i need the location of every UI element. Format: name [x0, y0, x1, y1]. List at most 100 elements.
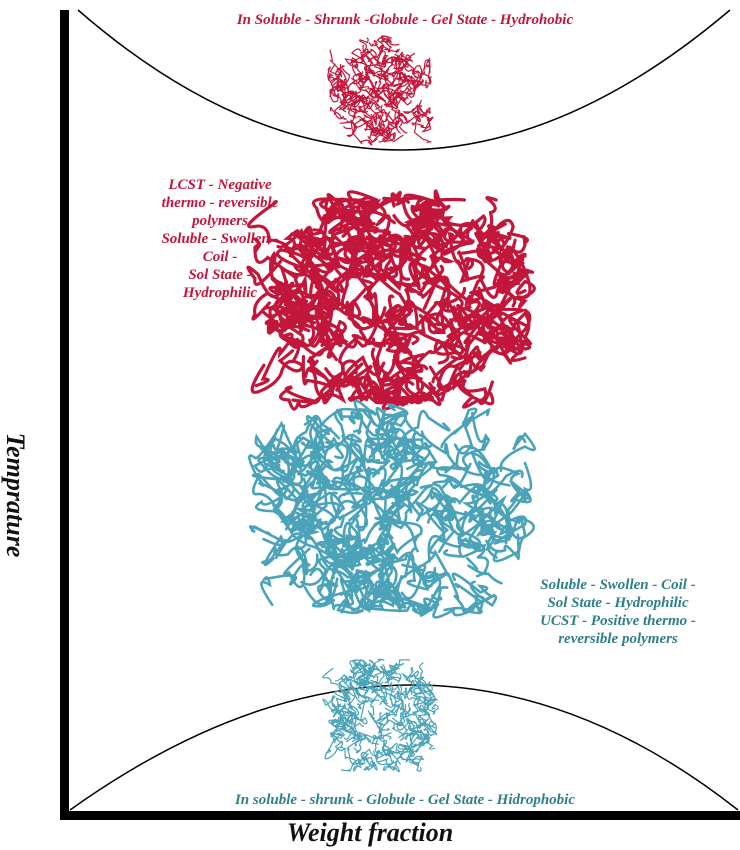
polymer-strand: [331, 80, 343, 92]
polymer-strand: [376, 45, 384, 65]
polymer-strand: [361, 247, 396, 282]
lcst-state-label: LCST - Negative thermo - reversible poly…: [150, 176, 290, 302]
polymer-strand: [476, 506, 503, 551]
polymer-strand: [340, 242, 362, 318]
polymer-strand: [393, 686, 407, 712]
polymer-strand: [411, 80, 430, 92]
coil-swollen-blue: [248, 399, 536, 619]
polymer-strand: [364, 120, 373, 131]
polymer-strand: [324, 742, 346, 760]
polymer-strand: [377, 719, 399, 727]
polymer-strand: [319, 408, 344, 452]
polymer-strand: [380, 105, 408, 134]
polymer-strand: [423, 722, 438, 736]
polymer-strand: [334, 83, 346, 90]
polymer-strand: [325, 728, 345, 754]
ucst-line: UCST - Positive thermo -: [540, 613, 696, 629]
polymer-strand: [424, 698, 438, 713]
polymer-strand: [386, 92, 408, 108]
polymer-strand: [250, 349, 305, 394]
polymer-strand: [322, 375, 358, 405]
polymer-strand: [485, 461, 533, 559]
polymer-strand: [425, 687, 436, 701]
polymer-strand: [410, 226, 455, 269]
polymer-strand: [418, 704, 430, 717]
polymer-strand: [446, 572, 498, 615]
polymer-strand: [247, 201, 289, 247]
polymer-strand: [384, 476, 421, 514]
polymer-strand: [393, 54, 412, 70]
polymer-strand: [399, 743, 415, 764]
polymer-strand: [425, 76, 432, 86]
polymer-strand: [308, 274, 341, 304]
polymer-strand: [427, 494, 457, 563]
polymer-strand: [378, 709, 394, 733]
polymer-strand: [363, 663, 376, 680]
polymer-strand: [358, 596, 402, 614]
polymer-strand: [371, 459, 391, 496]
polymer-strand: [340, 101, 357, 112]
polymer-strand: [293, 532, 319, 574]
polymer-strand: [375, 403, 409, 435]
polymer-strand: [412, 707, 431, 718]
y-axis-line: [60, 10, 69, 818]
polymer-strand: [422, 570, 442, 592]
polymer-strand: [413, 123, 432, 143]
polymer-strand: [360, 48, 372, 59]
polymer-strand: [375, 72, 394, 102]
polymer-strand: [346, 725, 372, 743]
polymer-strand: [351, 474, 378, 529]
polymer-strand: [364, 65, 375, 75]
polymer-strand: [383, 600, 419, 614]
polymer-strand: [349, 56, 369, 75]
polymer-strand: [375, 747, 394, 759]
polymer-strand: [340, 718, 348, 729]
polymer-strand: [495, 310, 533, 346]
lcst-line: LCST - Negative: [168, 177, 272, 193]
polymer-strand: [387, 589, 432, 612]
polymer-strand: [382, 563, 427, 600]
bottom-state-label: In soluble - shrunk - Globule - Gel Stat…: [234, 792, 576, 808]
polymer-strand: [351, 677, 370, 688]
polymer-strand: [394, 74, 414, 85]
polymer-strand: [337, 680, 350, 691]
polymer-strand: [470, 411, 491, 451]
polymer-strand: [355, 375, 386, 404]
polymer-strand: [320, 521, 353, 588]
polymer-strand: [414, 676, 427, 692]
polymer-strand: [376, 517, 399, 571]
polymer-strand: [399, 246, 427, 281]
polymer-strand: [322, 433, 354, 473]
polymer-strand: [384, 111, 401, 134]
bottom-arc: [69, 684, 739, 811]
polymer-strand: [382, 230, 411, 281]
polymer-strand: [412, 105, 422, 122]
polymer-strand: [368, 125, 380, 138]
polymer-strand: [344, 81, 362, 96]
polymer-strand: [341, 410, 361, 425]
polymer-strand: [384, 686, 395, 701]
polymer-strand: [363, 49, 379, 65]
polymer-strand: [451, 572, 496, 598]
polymer-strand: [394, 704, 412, 718]
polymer-strand: [465, 557, 503, 585]
polymer-strand: [401, 702, 411, 724]
polymer-strand: [403, 368, 442, 406]
polymer-strand: [394, 113, 410, 129]
polymer-strand: [347, 386, 383, 403]
polymer-strand: [300, 421, 331, 449]
polymer-strand: [329, 89, 340, 103]
polymer-strand: [340, 574, 371, 614]
lcst-line: Hydrophilic: [182, 285, 258, 301]
x-axis-label: Weight fraction: [286, 818, 454, 847]
polymer-strand: [492, 228, 517, 268]
polymer-strand: [419, 713, 436, 727]
polymer-strand: [343, 354, 381, 402]
polymer-strand: [370, 734, 394, 755]
polymer-strand: [496, 267, 535, 307]
polymer-strand: [352, 714, 359, 739]
polymer-strand: [310, 465, 327, 506]
polymer-strand: [405, 717, 419, 734]
polymer-strand: [452, 407, 478, 455]
